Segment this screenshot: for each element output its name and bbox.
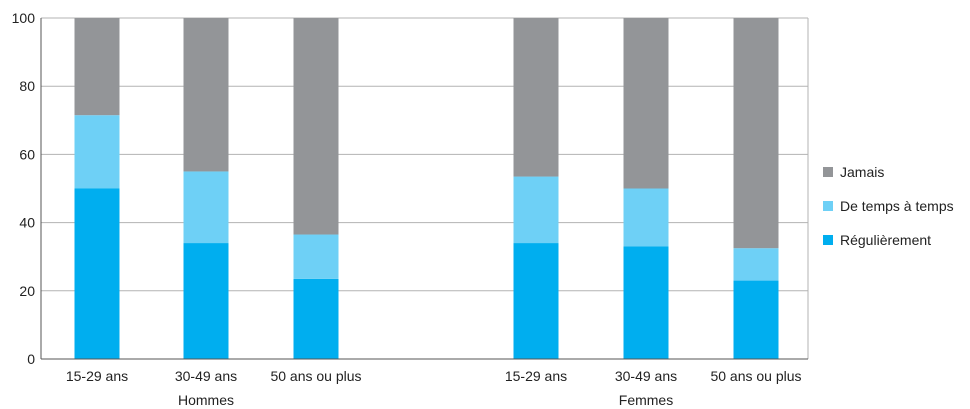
x-tick-label: 50 ans ou plus [710,368,801,384]
x-group-label: Hommes [178,392,234,408]
gridlines [41,17,809,359]
y-tick-label: 100 [12,10,36,26]
y-tick-label: 20 [19,283,35,299]
bar-segment [74,18,120,116]
bar-segment [293,18,339,235]
bar-segment [183,243,229,359]
y-tick-label: 0 [27,351,35,367]
legend-swatch [823,167,833,177]
x-group-label: Femmes [619,392,673,408]
x-axis-ticks: 15-29 ans 30-49 ans 50 ans ou plus Hommes 15… [66,368,802,408]
bar-segment [513,243,559,359]
y-tick-label: 60 [19,146,35,162]
x-tick-label: 15-29 ans [66,368,128,384]
bar-segment [293,234,339,279]
x-tick-label: 50 ans ou plus [270,368,361,384]
legend-swatch [823,235,833,245]
x-tick-label: 15-29 ans [505,368,567,384]
y-tick-label: 40 [19,215,35,231]
bar-segment [733,248,779,281]
bar-segment [623,246,669,359]
legend-label: Régulièrement [840,232,931,248]
bar-segment [513,18,559,177]
bars [74,18,779,359]
bar-segment [74,115,120,189]
bar-segment [623,18,669,189]
bar-segment [513,176,559,244]
axes [40,18,808,360]
bar-segment [183,18,229,172]
bar-segment [733,280,779,359]
legend: Jamais De temps à temps Régulièrement [823,164,954,248]
legend-label: De temps à temps [840,198,954,214]
bar-segment [293,278,339,359]
x-tick-label: 30-49 ans [175,368,237,384]
x-tick-label: 30-49 ans [615,368,677,384]
y-tick-label: 80 [19,78,35,94]
bar-segment [74,188,120,359]
bar-segment [733,18,779,249]
legend-label: Jamais [840,164,884,180]
bar-segment [183,171,229,244]
y-axis-ticks: 0 20 40 60 80 100 [12,10,36,367]
bar-segment [623,188,669,247]
legend-swatch [823,201,833,211]
